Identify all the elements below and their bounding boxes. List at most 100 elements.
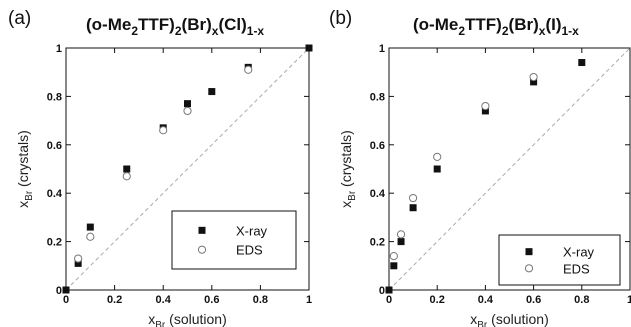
data-point-square <box>86 223 94 231</box>
y-tick-label: 0 <box>56 285 62 297</box>
axis-label-subscript: Br <box>477 320 488 327</box>
title-part: (Br) <box>182 15 212 34</box>
x-tick-label: 0 <box>386 294 392 306</box>
y-axis-label: xBr (crystals) <box>338 130 358 208</box>
legend-box <box>498 234 621 286</box>
data-point-circle <box>529 72 538 82</box>
diagonal-line <box>65 47 310 291</box>
x-tick-label: 0.4 <box>156 294 172 306</box>
y-tick-label: 0.8 <box>47 91 62 103</box>
title-subscript: 2 <box>502 24 509 38</box>
legend-marker-square <box>525 248 533 256</box>
x-tick-label: 0.6 <box>204 294 219 306</box>
x-tick-label: 1 <box>627 294 631 306</box>
data-point-square <box>433 165 441 173</box>
data-point-circle <box>396 230 406 239</box>
legend-label: X-ray <box>563 245 595 260</box>
x-tick-label: 0.6 <box>526 294 541 306</box>
title-part: (o-Me <box>413 15 458 34</box>
legend-marker-circle <box>524 264 534 273</box>
data-point-circle <box>433 152 442 161</box>
legend-marker-square <box>198 226 206 234</box>
legend-box <box>171 210 297 270</box>
data-point-circle <box>74 254 83 263</box>
x-axis-label: xBr (solution) <box>470 311 548 327</box>
data-point-circle <box>86 232 95 241</box>
axis-label-subscript: Br <box>155 320 166 327</box>
data-point-square <box>74 259 82 267</box>
data-point-square <box>385 286 393 294</box>
panel-tag: (b) <box>329 8 352 29</box>
title-part: (I) <box>545 15 561 34</box>
y-tick-label: 1 <box>379 43 385 55</box>
legend-label: X-ray <box>236 223 268 238</box>
data-point-circle <box>244 65 253 74</box>
axis-label-subscript: Br <box>24 190 35 201</box>
data-point-circle <box>389 252 398 261</box>
axis-label-part: (crystals) <box>338 130 354 191</box>
title-subscript: 2 <box>175 24 182 38</box>
title-subscript: x <box>212 24 219 38</box>
legend: X-ray EDS <box>171 210 297 270</box>
series-x-ray <box>385 59 586 294</box>
legend-label: EDS <box>236 243 263 258</box>
chart-title: (o-Me2TTF)2(Br)x(I)1-x <box>413 15 579 38</box>
axis-label-part: x <box>148 311 155 327</box>
x-tick-label: 0.4 <box>478 294 494 306</box>
data-point-square <box>208 88 216 96</box>
y-axis-label: xBr (crystals) <box>15 130 35 208</box>
x-tick-label: 0 <box>63 294 69 306</box>
title-subscript: 1-x <box>561 24 579 38</box>
series-eds <box>389 72 538 261</box>
series-eds <box>74 65 253 263</box>
title-part: TTF) <box>465 15 502 34</box>
diagonal-line <box>388 47 631 291</box>
title-part: TTF) <box>138 15 175 34</box>
data-point-square <box>481 107 489 115</box>
data-point-square <box>390 262 398 270</box>
data-point-circle <box>409 193 418 203</box>
y-tick-label: 0.4 <box>370 188 386 200</box>
title-subscript: 2 <box>131 24 138 38</box>
data-point-square <box>184 100 191 108</box>
axis-label-part: (crystals) <box>15 130 31 191</box>
data-point-circle <box>122 172 131 181</box>
axis-label-part: x <box>470 311 477 327</box>
title-part: (o-Me <box>86 15 131 34</box>
title-part: (Cl) <box>218 15 246 34</box>
x-tick-label: 0.2 <box>107 294 122 306</box>
title-subscript: 1-x <box>247 24 265 38</box>
plot-frame <box>65 47 310 291</box>
axis-label-subscript: Br <box>347 190 358 201</box>
data-point-square <box>578 59 586 67</box>
data-point-square <box>62 286 70 294</box>
x-tick-label: 0.8 <box>253 294 268 306</box>
data-point-circle <box>183 106 192 116</box>
data-point-square <box>409 204 417 212</box>
axis-label-part: (solution) <box>165 311 226 327</box>
x-tick-label: 0.2 <box>430 294 445 306</box>
chart-panel-b: (b) (o-Me2TTF)2(Br)x(I)1-x0 0.2 0.4 0.6 0.8 10… <box>329 8 631 327</box>
y-tick-label: 0.2 <box>47 237 62 249</box>
chart-panel-a: (a) (o-Me2TTF)2(Br)x(Cl)1-x0 0.2 0.4 0.6 0.8 1… <box>8 8 313 327</box>
x-tick-label: 0.8 <box>574 294 589 306</box>
data-point-square <box>305 44 313 52</box>
data-point-circle <box>481 101 490 111</box>
data-point-square <box>530 78 538 86</box>
legend-marker-circle <box>197 245 207 254</box>
title-subscript: 2 <box>458 24 465 38</box>
y-tick-label: 0 <box>379 285 385 297</box>
panel-tag: (a) <box>8 8 31 29</box>
title-subscript: x <box>539 24 546 38</box>
y-tick-label: 0.8 <box>370 91 385 103</box>
y-tick-label: 1 <box>56 43 62 55</box>
data-point-square <box>123 165 131 173</box>
plot-frame <box>388 47 631 291</box>
title-part: (Br) <box>509 15 539 34</box>
x-tick-label: 1 <box>306 294 312 306</box>
data-point-circle <box>159 126 168 135</box>
y-tick-label: 0.4 <box>47 188 63 200</box>
y-tick-label: 0.6 <box>47 140 62 152</box>
chart-title: (o-Me2TTF)2(Br)x(Cl)1-x <box>86 15 264 38</box>
